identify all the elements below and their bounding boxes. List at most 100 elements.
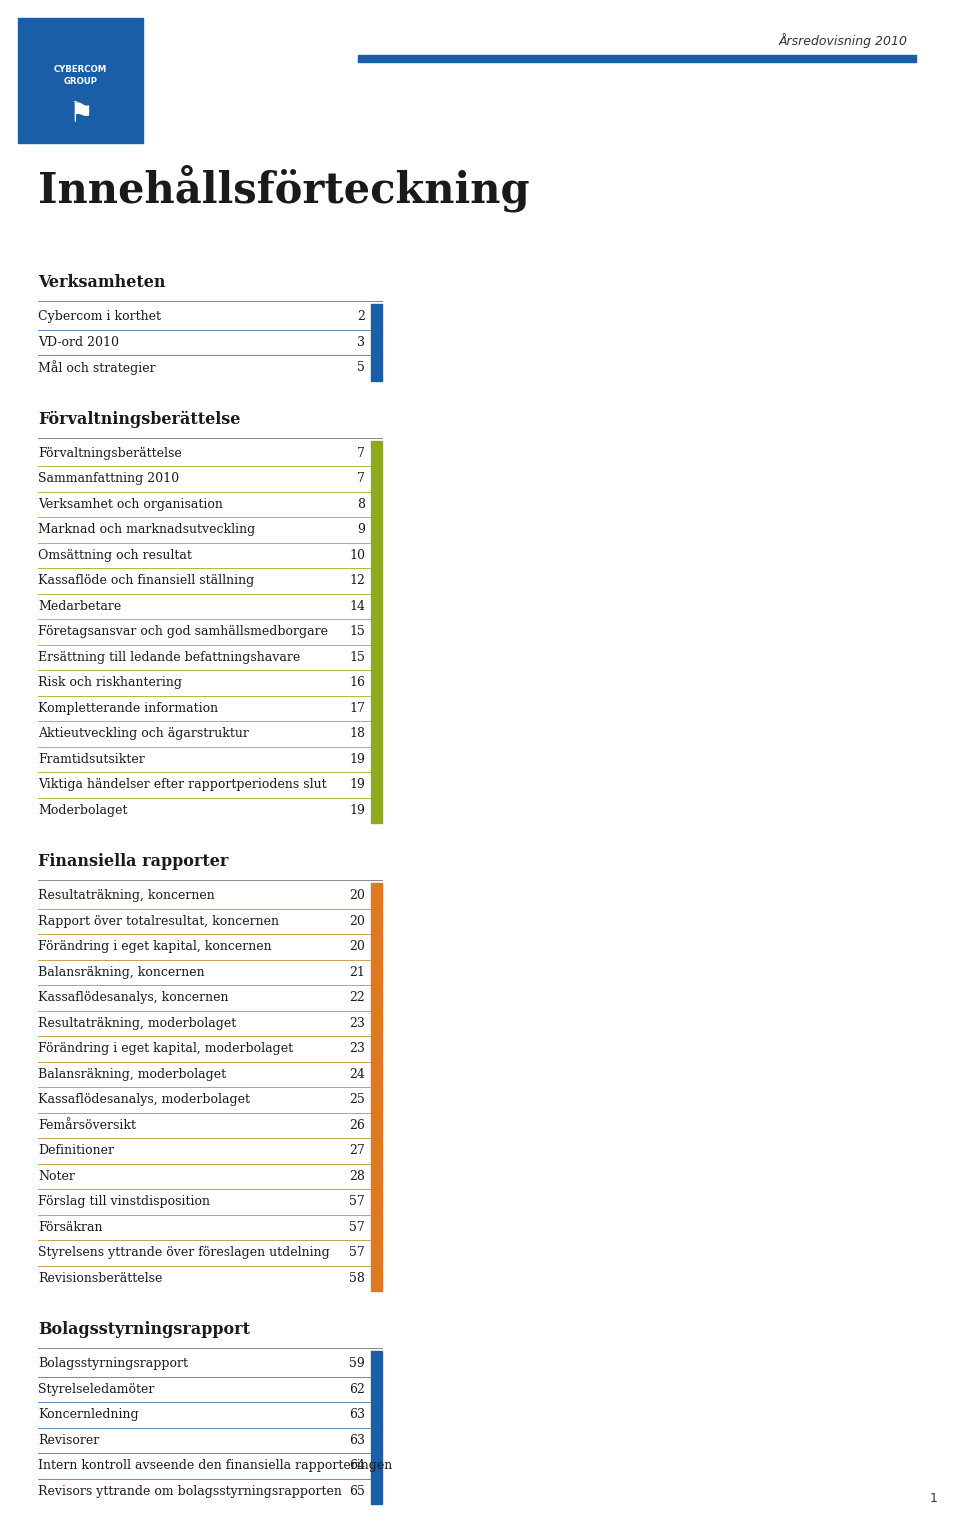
Text: 64: 64 <box>349 1459 365 1472</box>
Bar <box>371 1351 382 1504</box>
Text: Styrelsens yttrande över föreslagen utdelning: Styrelsens yttrande över föreslagen utde… <box>38 1246 329 1260</box>
Bar <box>36 1266 371 1292</box>
Bar <box>36 543 371 567</box>
Text: Moderbolaget: Moderbolaget <box>38 804 128 817</box>
Bar <box>36 1011 371 1035</box>
Text: Revisionsberättelse: Revisionsberättelse <box>38 1272 162 1284</box>
Bar <box>36 1087 371 1113</box>
Bar <box>36 1401 371 1427</box>
Bar <box>371 303 382 381</box>
Text: 24: 24 <box>349 1068 365 1081</box>
Bar <box>36 985 371 1011</box>
Bar <box>36 1035 371 1061</box>
Bar <box>36 467 371 491</box>
Bar <box>36 1061 371 1087</box>
Bar <box>36 695 371 721</box>
Text: Cybercom i korthet: Cybercom i korthet <box>38 310 161 323</box>
Text: 25: 25 <box>349 1093 365 1106</box>
Text: 10: 10 <box>349 549 365 561</box>
Bar <box>36 355 371 381</box>
Text: Balansräkning, moderbolaget: Balansräkning, moderbolaget <box>38 1068 227 1081</box>
Text: Sammanfattning 2010: Sammanfattning 2010 <box>38 473 180 485</box>
Text: 3: 3 <box>357 336 365 349</box>
Text: Intern kontroll avseende den finansiella rapporteringen: Intern kontroll avseende den finansiella… <box>38 1459 393 1472</box>
Bar <box>36 491 371 517</box>
Bar <box>18 18 143 143</box>
Text: 22: 22 <box>349 991 365 1005</box>
Text: 1: 1 <box>930 1491 938 1505</box>
Bar <box>36 1479 371 1504</box>
Text: 57: 57 <box>349 1246 365 1260</box>
Text: 23: 23 <box>349 1017 365 1029</box>
Text: Kassaflödesanalys, moderbolaget: Kassaflödesanalys, moderbolaget <box>38 1093 250 1106</box>
Text: 57: 57 <box>349 1196 365 1208</box>
Text: 18: 18 <box>349 727 365 740</box>
Bar <box>36 883 371 909</box>
Bar <box>36 1377 371 1401</box>
Text: 19: 19 <box>349 804 365 817</box>
Text: Definitioner: Definitioner <box>38 1144 114 1157</box>
Text: 58: 58 <box>349 1272 365 1284</box>
Bar <box>36 1427 371 1453</box>
Text: Aktieutveckling och ägarstruktur: Aktieutveckling och ägarstruktur <box>38 727 249 740</box>
Bar <box>36 1214 371 1240</box>
Text: Bolagsstyrningsrapport: Bolagsstyrningsrapport <box>38 1357 188 1371</box>
Text: 15: 15 <box>349 625 365 639</box>
Bar <box>36 1240 371 1266</box>
Bar <box>371 883 382 1292</box>
Text: Viktiga händelser efter rapportperiodens slut: Viktiga händelser efter rapportperiodens… <box>38 778 326 791</box>
Bar <box>36 329 371 355</box>
Text: ⚑: ⚑ <box>68 101 93 128</box>
Text: 19: 19 <box>349 753 365 766</box>
Text: Försäkran: Försäkran <box>38 1220 103 1234</box>
Text: Ersättning till ledande befattningshavare: Ersättning till ledande befattningshavar… <box>38 651 300 663</box>
Text: 12: 12 <box>349 575 365 587</box>
Text: 7: 7 <box>357 447 365 459</box>
Text: Balansräkning, koncernen: Balansräkning, koncernen <box>38 965 204 979</box>
Bar <box>36 593 371 619</box>
Text: Förvaltningsberättelse: Förvaltningsberättelse <box>38 410 240 427</box>
Text: 17: 17 <box>349 702 365 715</box>
Text: 2: 2 <box>357 310 365 323</box>
Text: 62: 62 <box>349 1383 365 1395</box>
Text: Medarbetare: Medarbetare <box>38 599 121 613</box>
Text: 7: 7 <box>357 473 365 485</box>
Bar <box>36 1351 371 1377</box>
Bar <box>36 619 371 645</box>
Bar <box>36 772 371 798</box>
Text: Förslag till vinstdisposition: Förslag till vinstdisposition <box>38 1196 210 1208</box>
Bar <box>36 1138 371 1164</box>
Bar <box>36 959 371 985</box>
Text: 27: 27 <box>349 1144 365 1157</box>
Text: Femårsöversikt: Femårsöversikt <box>38 1119 136 1132</box>
Text: Resultaträkning, koncernen: Resultaträkning, koncernen <box>38 889 215 903</box>
Text: 8: 8 <box>357 497 365 511</box>
Bar <box>36 798 371 824</box>
Text: 59: 59 <box>349 1357 365 1371</box>
Bar <box>36 645 371 669</box>
Text: 5: 5 <box>357 361 365 374</box>
Text: Revisorer: Revisorer <box>38 1434 99 1447</box>
Text: Noter: Noter <box>38 1170 75 1183</box>
Bar <box>36 669 371 695</box>
Text: Förändring i eget kapital, moderbolaget: Förändring i eget kapital, moderbolaget <box>38 1042 293 1055</box>
Text: Omsättning och resultat: Omsättning och resultat <box>38 549 192 561</box>
Bar <box>36 1453 371 1479</box>
Text: Marknad och marknadsutveckling: Marknad och marknadsutveckling <box>38 523 255 537</box>
Bar <box>36 909 371 933</box>
Text: Årsredovisning 2010: Årsredovisning 2010 <box>779 34 908 47</box>
Text: Finansiella rapporter: Finansiella rapporter <box>38 852 228 869</box>
Text: Kassaflödesanalys, koncernen: Kassaflödesanalys, koncernen <box>38 991 228 1005</box>
Text: 19: 19 <box>349 778 365 791</box>
Text: 16: 16 <box>349 676 365 689</box>
Text: 63: 63 <box>349 1434 365 1447</box>
Text: Bolagsstyrningsrapport: Bolagsstyrningsrapport <box>38 1321 250 1337</box>
Text: Kassaflöde och finansiell ställning: Kassaflöde och finansiell ställning <box>38 575 254 587</box>
Bar <box>358 55 916 63</box>
Bar <box>36 747 371 772</box>
Bar <box>36 1113 371 1138</box>
Text: Framtidsutsikter: Framtidsutsikter <box>38 753 145 766</box>
Bar <box>36 1190 371 1214</box>
Bar <box>36 721 371 747</box>
Text: Mål och strategier: Mål och strategier <box>38 360 156 375</box>
